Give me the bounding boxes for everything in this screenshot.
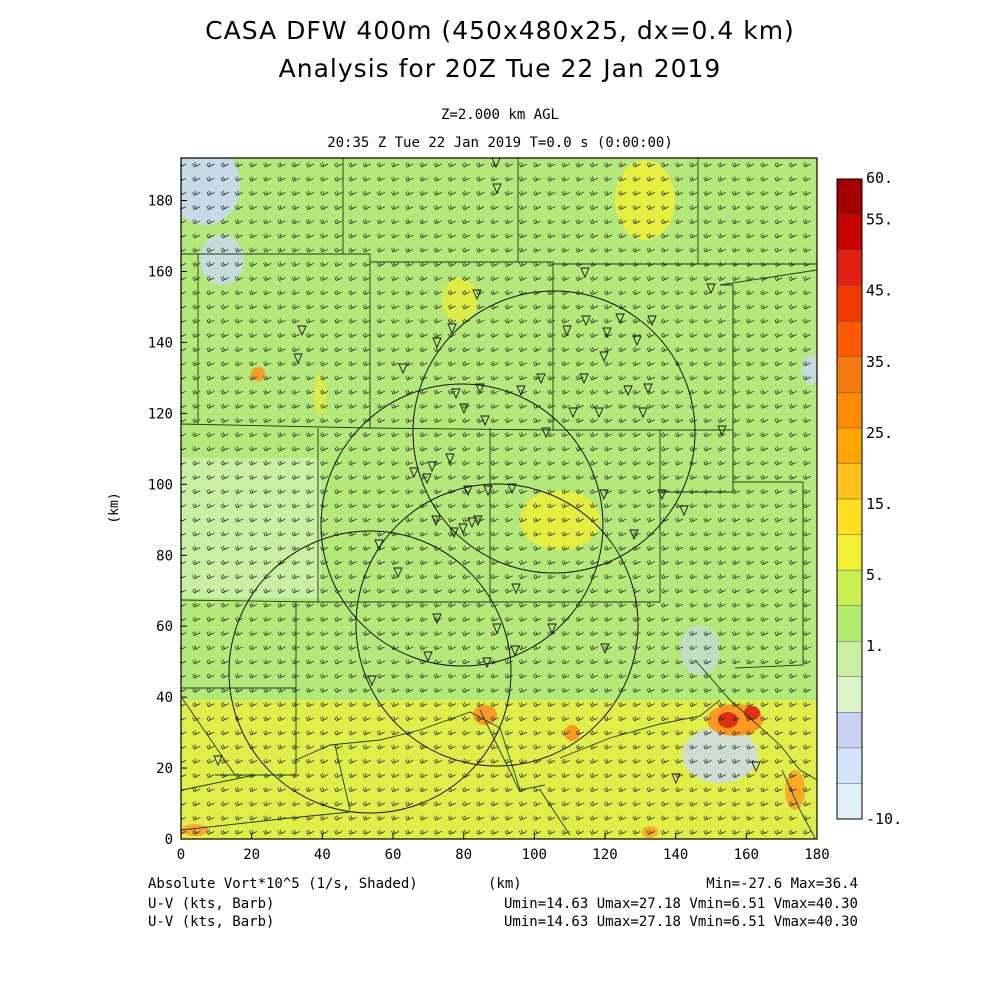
uv-range-readout-1: Umin=14.63 Umax=27.18 Vmin=6.51 Vmax=40.… bbox=[503, 896, 858, 912]
min-max-readout: Min=-27.6 Max=36.4 bbox=[706, 876, 858, 892]
colorbar-swatch bbox=[837, 356, 862, 393]
y-tick-label: 100 bbox=[148, 477, 173, 493]
colorbar-swatch bbox=[837, 570, 862, 606]
radar-range-rings bbox=[228, 290, 696, 814]
y-tick-label: 160 bbox=[148, 265, 173, 281]
uv-range-readout-2: Umin=14.63 Umax=27.18 Vmin=6.51 Vmax=40.… bbox=[503, 914, 858, 930]
field-description: Absolute Vort*10^5 (1/s, Shaded) bbox=[148, 876, 418, 892]
colorbar-label: 35. bbox=[866, 353, 893, 371]
x-tick-label: 180 bbox=[804, 847, 829, 863]
map-subtitle: Analysis for 20Z Tue 22 Jan 2019 bbox=[278, 54, 722, 83]
vorticity-patch bbox=[251, 367, 265, 381]
vorticity-patch bbox=[200, 235, 244, 285]
barb-description-1: U-V (kts, Barb) bbox=[148, 896, 275, 912]
colorbar-swatch bbox=[837, 179, 862, 215]
y-tick-label: 40 bbox=[156, 690, 173, 706]
valid-time-label: 20:35 Z Tue 22 Jan 2019 T=0.0 s (0:00:00… bbox=[327, 135, 673, 151]
level-label: Z=2.000 km AGL bbox=[440, 107, 559, 123]
vorticity-patch bbox=[682, 727, 758, 783]
vorticity-patch bbox=[615, 160, 675, 240]
colorbar-swatch bbox=[837, 392, 862, 429]
colorbar-swatch bbox=[837, 214, 862, 251]
colorbar-label: 1. bbox=[866, 637, 884, 655]
x-tick-label: 160 bbox=[734, 847, 759, 863]
x-tick-label: 60 bbox=[385, 847, 402, 863]
y-tick-label: 20 bbox=[156, 761, 173, 777]
colorbar-swatch bbox=[837, 747, 862, 784]
x-tick-label: 100 bbox=[522, 847, 547, 863]
vorticity-patch bbox=[181, 458, 321, 598]
x-tick-label: 140 bbox=[663, 847, 688, 863]
y-tick-label: 60 bbox=[156, 619, 173, 635]
vorticity-patch bbox=[680, 625, 720, 675]
x-axis-label: (km) bbox=[488, 876, 522, 892]
colorbar: 60. 55. 45. 35. 25. 15. 5. 1. -10. bbox=[836, 169, 902, 828]
wind-barb-field bbox=[181, 162, 811, 835]
colorbar-label: 25. bbox=[866, 424, 893, 442]
vorticity-patch bbox=[442, 278, 478, 322]
colorbar-label: 60. bbox=[866, 169, 893, 187]
y-tick-label: 120 bbox=[148, 406, 173, 422]
barb-description-2: U-V (kts, Barb) bbox=[148, 914, 275, 930]
x-axis: 0 20 40 60 80 100 120 140 160 180 bbox=[177, 833, 830, 863]
y-tick-label: 140 bbox=[148, 335, 173, 351]
colorbar-swatch bbox=[837, 321, 862, 358]
colorbar-swatch bbox=[837, 499, 862, 535]
colorbar-label: 5. bbox=[866, 566, 884, 584]
colorbar-frame bbox=[836, 178, 863, 820]
colorbar-swatch bbox=[837, 534, 862, 571]
y-tick-label: 0 bbox=[165, 832, 173, 848]
station-marker-set bbox=[213, 158, 761, 785]
map-title: CASA DFW 400m (450x480x25, dx=0.4 km) bbox=[205, 16, 795, 45]
vorticity-field bbox=[181, 158, 817, 839]
colorbar-swatch bbox=[837, 641, 862, 678]
colorbar-swatch bbox=[837, 250, 862, 286]
y-tick-label: 80 bbox=[156, 548, 173, 564]
colorbar-swatch bbox=[837, 605, 862, 642]
x-tick-label: 20 bbox=[243, 847, 260, 863]
y-tick-label: 180 bbox=[148, 194, 173, 210]
colorbar-label: 55. bbox=[866, 211, 893, 229]
vorticity-patch bbox=[564, 725, 580, 741]
county-boundaries bbox=[181, 158, 817, 839]
colorbar-label: 45. bbox=[866, 282, 893, 300]
station-markers bbox=[213, 158, 761, 785]
vorticity-patch bbox=[314, 375, 326, 415]
colorbar-label: -10. bbox=[866, 810, 902, 828]
y-axis: 0 20 40 60 80 100 120 140 160 180 bbox=[148, 194, 187, 848]
colorbar-swatch bbox=[837, 427, 862, 464]
y-axis-label: (km) bbox=[107, 492, 122, 523]
vorticity-patch bbox=[802, 355, 817, 385]
colorbar-swatch bbox=[837, 783, 862, 820]
x-tick-label: 120 bbox=[592, 847, 617, 863]
vorticity-patch bbox=[718, 712, 738, 728]
colorbar-swatch bbox=[837, 463, 862, 500]
colorbar-swatch bbox=[837, 676, 862, 713]
colorbar-label: 15. bbox=[866, 495, 893, 513]
wind-barbs bbox=[181, 162, 811, 835]
colorbar-swatch bbox=[837, 712, 862, 749]
plot-frame bbox=[180, 157, 818, 840]
vorticity-patch bbox=[473, 705, 497, 725]
colorbar-swatch bbox=[837, 285, 862, 322]
x-tick-label: 80 bbox=[455, 847, 472, 863]
x-tick-label: 0 bbox=[177, 847, 185, 863]
x-tick-label: 40 bbox=[314, 847, 331, 863]
